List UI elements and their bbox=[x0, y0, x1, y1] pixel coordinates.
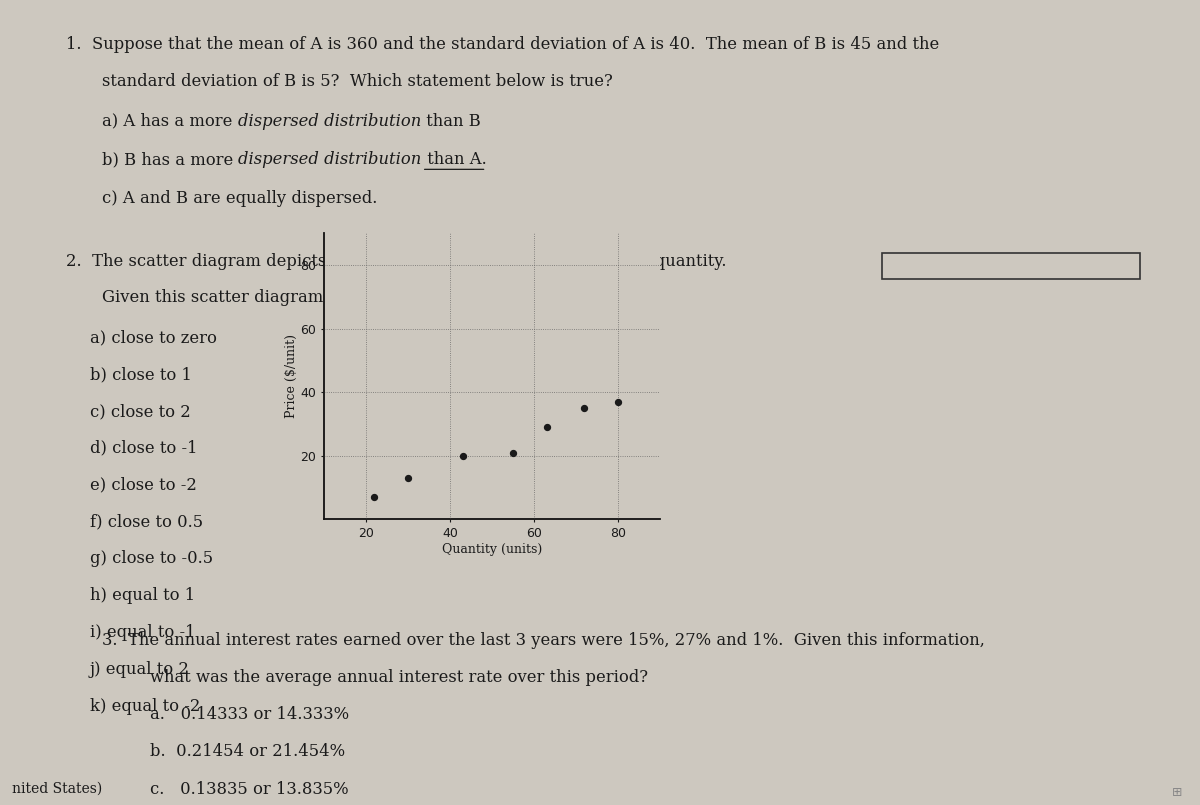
Point bbox=[608, 395, 628, 408]
Text: Given this scatter diagram, the correlation coefficient must be:: Given this scatter diagram, the correlat… bbox=[102, 290, 628, 307]
Point bbox=[575, 402, 594, 415]
Text: than A.: than A. bbox=[421, 151, 486, 168]
Text: i) equal to -1: i) equal to -1 bbox=[90, 624, 196, 641]
Bar bbox=[882, 253, 1140, 279]
Text: dispersed distribution: dispersed distribution bbox=[239, 151, 421, 168]
Text: nited States): nited States) bbox=[12, 782, 102, 795]
Y-axis label: Price ($/unit): Price ($/unit) bbox=[284, 334, 298, 419]
Point bbox=[504, 446, 523, 459]
Text: h) equal to 1: h) equal to 1 bbox=[90, 587, 196, 604]
Text: 1.  Suppose that the mean of A is 360 and the standard deviation of A is 40.  Th: 1. Suppose that the mean of A is 360 and… bbox=[66, 36, 940, 53]
Text: dispersed distribution: dispersed distribution bbox=[238, 113, 421, 130]
Text: f) close to 0.5: f) close to 0.5 bbox=[90, 514, 203, 530]
Point bbox=[398, 472, 418, 485]
Text: what was the average annual interest rate over this period?: what was the average annual interest rat… bbox=[150, 669, 648, 686]
Text: a) A has a more: a) A has a more bbox=[102, 113, 238, 130]
Point bbox=[454, 449, 473, 462]
Text: k) equal to -2: k) equal to -2 bbox=[90, 698, 200, 715]
X-axis label: Quantity (units): Quantity (units) bbox=[442, 543, 542, 555]
Text: 2.  The scatter diagram depicts 7 sample points for the pair, price and quantity: 2. The scatter diagram depicts 7 sample … bbox=[66, 253, 726, 270]
Text: j) equal to 2: j) equal to 2 bbox=[90, 661, 190, 678]
Text: e) close to -2: e) close to -2 bbox=[90, 477, 197, 493]
Text: c) A and B are equally dispersed.: c) A and B are equally dispersed. bbox=[102, 190, 377, 207]
Text: 3.  The annual interest rates earned over the last 3 years were 15%, 27% and 1%.: 3. The annual interest rates earned over… bbox=[102, 632, 985, 649]
Text: c.   0.13835 or 13.835%: c. 0.13835 or 13.835% bbox=[150, 781, 349, 798]
Text: standard deviation of B is 5?  Which statement below is true?: standard deviation of B is 5? Which stat… bbox=[102, 73, 613, 90]
Text: b) B has a more: b) B has a more bbox=[102, 151, 239, 168]
Point bbox=[365, 490, 384, 503]
Text: than B: than B bbox=[421, 113, 481, 130]
Text: a) close to zero: a) close to zero bbox=[90, 329, 217, 346]
Text: ⊞: ⊞ bbox=[1171, 786, 1182, 799]
Point bbox=[538, 421, 557, 434]
Text: g) close to -0.5: g) close to -0.5 bbox=[90, 551, 214, 568]
Text: d) close to -1: d) close to -1 bbox=[90, 440, 198, 456]
Text: b.  0.21454 or 21.454%: b. 0.21454 or 21.454% bbox=[150, 743, 346, 760]
Text: b) close to 1: b) close to 1 bbox=[90, 366, 192, 383]
Text: c) close to 2: c) close to 2 bbox=[90, 403, 191, 420]
Text: a.   0.14333 or 14.333%: a. 0.14333 or 14.333% bbox=[150, 706, 349, 723]
